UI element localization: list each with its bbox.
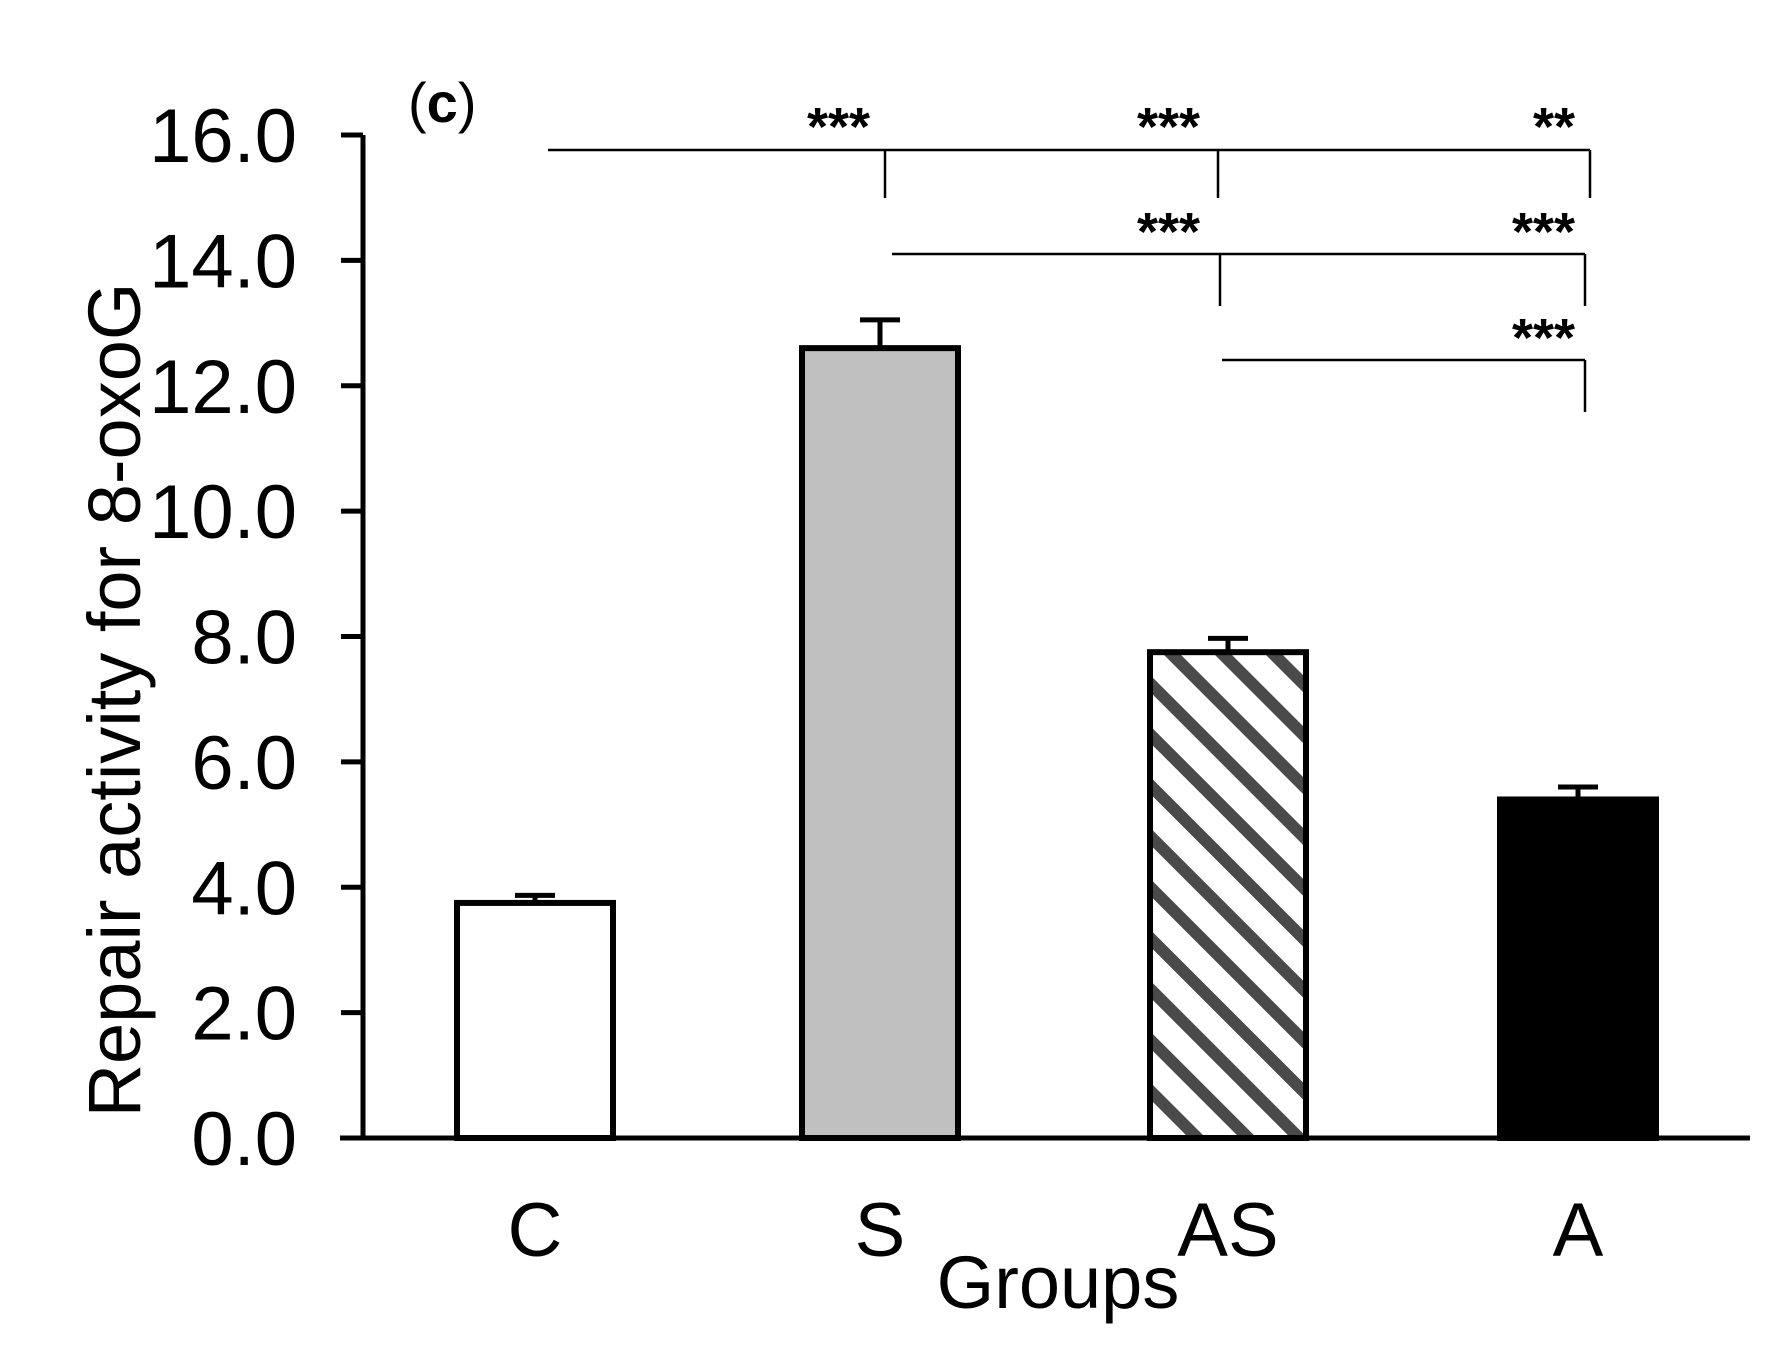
y-tick-label: 4.0 [191,846,297,931]
significance-label: *** [1137,97,1200,157]
significance-label: *** [1137,202,1200,262]
labels-group: 0.0 2.0 4.0 6.0 8.0 10.0 12.0 14.0 16.0 C S AS A Grou… [73,71,1604,1324]
significance-label: *** [1512,202,1575,262]
bar-as [1147,649,1309,1141]
y-tick-label: 12.0 [149,345,297,430]
y-tick-label: 0.0 [191,1097,297,1182]
x-axis-title: Groups [937,1241,1180,1324]
significance-label: ** [1533,97,1575,157]
y-axis-title: Repair activity for 8-oxoG [73,283,156,1118]
x-tick-label: C [508,1188,563,1273]
y-tick-label: 14.0 [149,219,297,304]
y-tick-label: 16.0 [149,94,297,179]
significance-group: *** *** ***** ****** [548,97,1592,412]
bar-c [454,899,616,1141]
bars-group [454,345,1659,1141]
panel-label-close: ) [458,71,477,134]
panel-label-letter: c [427,71,458,134]
x-tick-label: S [855,1188,906,1273]
x-tick-label: AS [1177,1188,1278,1273]
panel-label-open: ( [408,71,427,134]
y-tick-label: 8.0 [191,596,297,681]
bar-a [1497,796,1659,1141]
x-tick-label: A [1553,1188,1604,1273]
bar-s [799,345,961,1141]
significance-label: *** [807,97,870,157]
y-tick-label: 10.0 [149,470,297,555]
y-tick-label: 2.0 [191,972,297,1057]
panel-label: (c) [408,71,476,134]
significance-label: *** [1512,308,1575,368]
error-bars-group [515,317,1598,903]
y-tick-label: 6.0 [191,721,297,806]
